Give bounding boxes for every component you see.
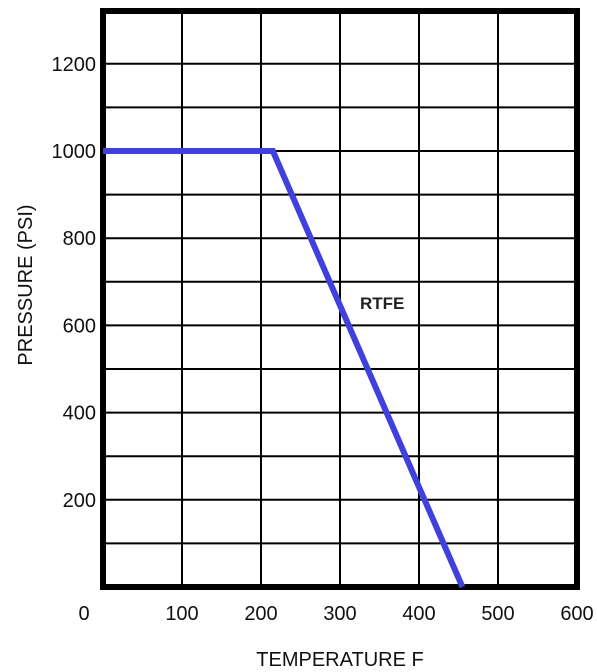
grid: [103, 11, 577, 587]
x-tick-label: 200: [244, 603, 277, 625]
x-tick-label: 300: [323, 603, 356, 625]
x-tick-labels: 0 100 200 300 400 500 600: [78, 603, 593, 625]
x-tick-label: 400: [402, 603, 435, 625]
x-tick-label: 100: [165, 603, 198, 625]
y-tick-labels: 200 400 600 800 1000 1200: [52, 54, 97, 512]
x-tick-label: 600: [560, 603, 593, 625]
y-tick-label: 400: [63, 403, 96, 425]
y-tick-label: 800: [63, 228, 96, 250]
x-tick-label: 0: [78, 603, 89, 625]
plot-frame: [100, 8, 580, 590]
series-line-rtfe: [103, 148, 466, 589]
y-axis-title: PRESSURE (PSI): [15, 204, 37, 365]
y-tick-label: 600: [63, 315, 96, 337]
y-tick-label: 1000: [52, 141, 97, 163]
x-axis-title: TEMPERATURE F: [256, 649, 423, 671]
x-tick-label: 500: [481, 603, 514, 625]
y-tick-label: 200: [63, 490, 96, 512]
y-tick-label: 1200: [52, 54, 97, 76]
series-label-rtfe: RTFE: [360, 294, 404, 313]
